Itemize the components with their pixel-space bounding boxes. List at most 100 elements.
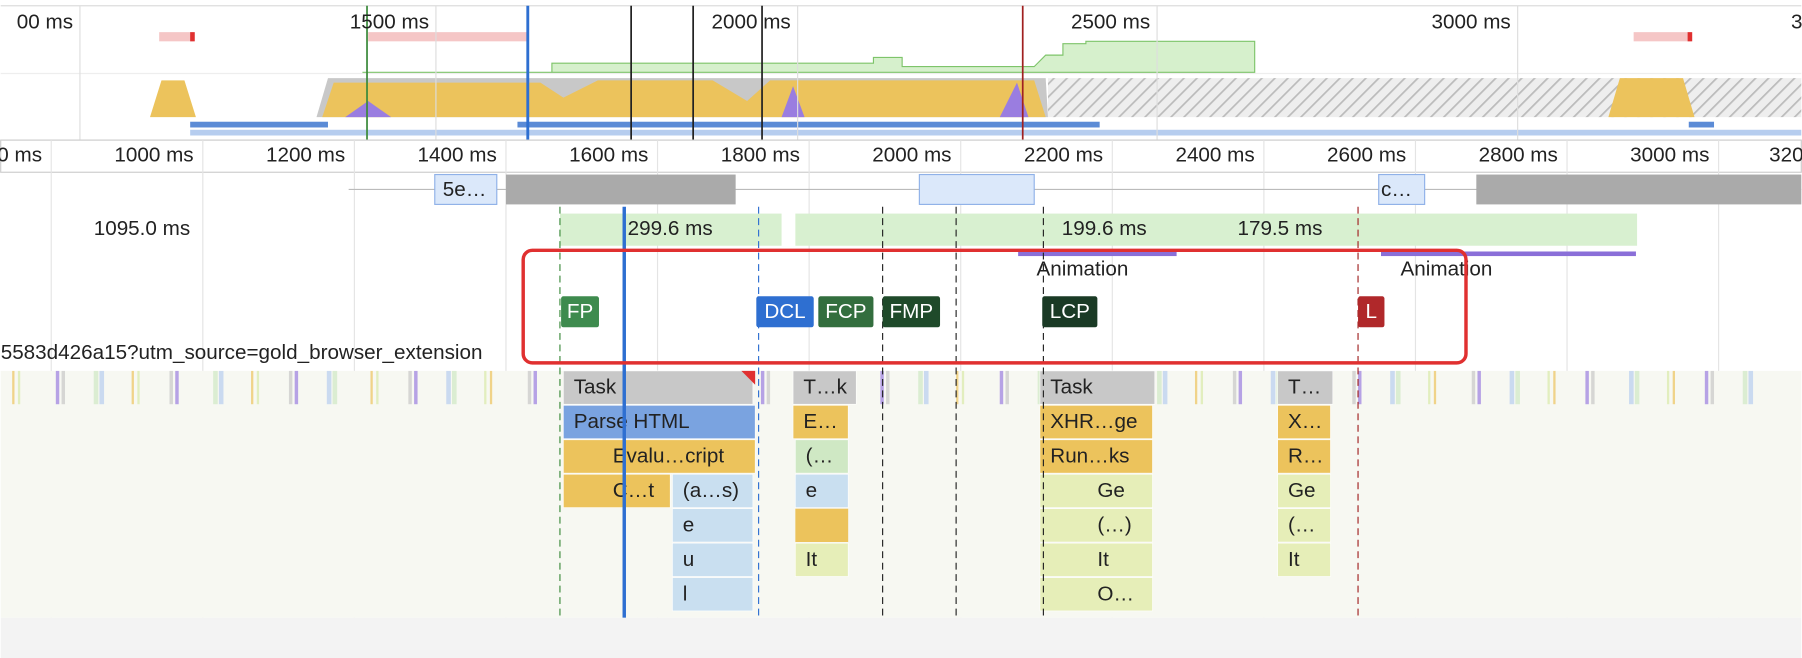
- flame-entry: [1039, 508, 1153, 543]
- flame-sliver: [218, 370, 224, 405]
- flame-sliver: [1395, 370, 1401, 405]
- labels: 0 ms 1000 ms 1200 ms 1400 ms 1600 ms 1800 ms 2…: [0, 144, 1802, 654]
- flame-sliver: [880, 370, 884, 405]
- flame-sliver: [99, 370, 105, 405]
- flame-entry: [672, 473, 754, 508]
- timeline-tick-label: 1000 ms: [114, 144, 193, 167]
- timing-marker: [756, 296, 814, 328]
- flame-sliver: [251, 370, 254, 405]
- flame-sliver: [1232, 370, 1237, 405]
- flame-chart[interactable]: Task T…k Task T… Parse HTML E… XHR…ge X… Evalu…c…: [12, 370, 1754, 612]
- flame-sliver: [326, 370, 332, 405]
- timing-marker: [818, 296, 874, 328]
- flame-entry: [1039, 405, 1153, 439]
- timing-label: FCP: [825, 300, 866, 323]
- flame-sliver: [1672, 370, 1675, 405]
- flame-sliver: [1629, 370, 1634, 405]
- flame-entry: [1039, 542, 1153, 577]
- flame-entry: [563, 473, 671, 508]
- flame-sliver: [61, 370, 66, 405]
- flame-label: Task: [574, 376, 617, 399]
- flame-label: e: [683, 513, 695, 536]
- overview-tick-label: 2000 ms: [712, 10, 791, 33]
- interactions-track: [1018, 251, 1636, 257]
- frame-duration: 199.6 ms: [1062, 217, 1147, 240]
- flame-sliver: [1433, 370, 1437, 405]
- flame-sliver: [923, 370, 929, 405]
- flame-entry: [563, 405, 756, 439]
- timing-label: DCL: [764, 300, 805, 323]
- flame-sliver: [1200, 370, 1204, 405]
- flame-label: XHR…ge: [1050, 410, 1137, 433]
- timeline-tick-label: 2200 ms: [1024, 144, 1103, 167]
- flame-sliver: [1515, 370, 1520, 405]
- timeline-tick-label: 0 ms: [0, 144, 42, 167]
- interaction-label: Animation: [1037, 257, 1129, 280]
- flame-entry: [672, 508, 754, 543]
- flame-sliver: [760, 370, 765, 405]
- url: 5583d426a15?utm_source=gold_browser_exte…: [1, 341, 483, 364]
- flame-sliver: [1748, 370, 1754, 405]
- flame-label: l: [683, 582, 688, 605]
- overview-tick-label: 00 ms: [17, 10, 73, 33]
- flame-sliver: [1591, 370, 1595, 405]
- timing-label: FP: [567, 300, 593, 323]
- flame-sliver: [294, 370, 299, 405]
- flame-sliver: [1352, 370, 1356, 405]
- timeline-tick-label: 2600 ms: [1327, 144, 1406, 167]
- flame-label: T…k: [803, 376, 847, 399]
- flame-sliver: [332, 370, 338, 405]
- flame-entry: [795, 439, 849, 474]
- flame-label: E…: [803, 410, 837, 433]
- flame-sliver: [414, 370, 418, 405]
- flame-sliver: [1585, 370, 1589, 405]
- flame-sliver: [1547, 370, 1550, 405]
- flame-sliver: [213, 370, 218, 405]
- flame-sliver: [55, 370, 60, 405]
- flame-sliver: [12, 370, 15, 405]
- main-track-bg: [0, 370, 1802, 618]
- overview-tick-label: 2500 ms: [1071, 10, 1150, 33]
- flame-sliver: [1238, 370, 1243, 405]
- overview[interactable]: [0, 0, 1802, 141]
- flame-sliver: [956, 370, 959, 405]
- flame-sliver: [1194, 370, 1198, 405]
- overview-tick-label: 3500 ms: [1791, 10, 1802, 33]
- flame-entry: [563, 439, 756, 474]
- flame-label: Ge: [1097, 479, 1125, 502]
- flame-sliver: [999, 370, 1004, 405]
- timeline-tick-label: 2000 ms: [872, 144, 951, 167]
- flame-entry: [1277, 542, 1331, 577]
- flame-sliver: [288, 370, 293, 405]
- flame-label: C…t: [613, 479, 655, 502]
- flame-entry: [792, 370, 857, 405]
- frame-duration: 179.5 ms: [1237, 217, 1322, 240]
- flame-label: Parse HTML: [574, 410, 690, 433]
- flame-sliver: [1553, 370, 1556, 405]
- flame-label: u: [683, 548, 695, 571]
- flame-sliver: [1390, 370, 1395, 405]
- flame-label: It: [806, 548, 818, 571]
- timing-label: LCP: [1050, 300, 1090, 323]
- flame-label: R…: [1288, 444, 1324, 467]
- flame-sliver: [533, 370, 537, 405]
- flame-sliver: [137, 370, 140, 405]
- flame-entry: [1039, 473, 1153, 508]
- flame-sliver: [1471, 370, 1476, 405]
- flame-sliver: [1005, 370, 1009, 405]
- timing-label: FMP: [890, 300, 934, 323]
- footer: [0, 617, 1802, 658]
- flame-sliver: [1428, 370, 1431, 405]
- flame-label: (…): [1097, 513, 1131, 536]
- flame-sliver: [1742, 370, 1748, 405]
- timeline-tick-label: 1400 ms: [418, 144, 497, 167]
- timing-marker: [561, 296, 599, 328]
- network-track[interactable]: [348, 173, 1802, 205]
- flame-entry: [795, 473, 849, 508]
- flame-sliver: [1509, 370, 1515, 405]
- timeline-tick-label: 1600 ms: [569, 144, 648, 167]
- network-label: c…: [1381, 178, 1412, 201]
- flame-label: Task: [1050, 376, 1093, 399]
- flame-entry: [792, 405, 849, 439]
